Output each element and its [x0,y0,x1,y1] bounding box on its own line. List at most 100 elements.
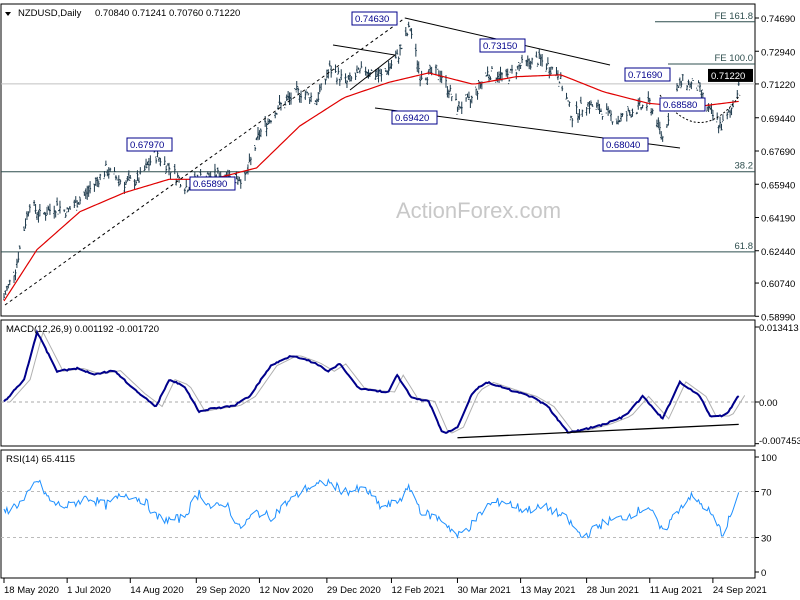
price-bar [555,66,558,77]
price-bar [123,181,126,194]
price-bar [168,162,171,176]
price-bar [476,90,479,100]
price-bar [7,284,10,289]
price-bar [730,104,733,116]
collapse-triangle-icon[interactable] [5,12,11,16]
price-bar [48,203,51,215]
price-bar [607,106,610,116]
price-bar [419,76,422,87]
price-bar [97,179,100,188]
price-bar [298,94,301,103]
price-bar [185,179,188,189]
price-bar [655,119,658,128]
price-bar [686,85,689,91]
price-bar [83,191,86,196]
rsi-title: RSI(14) 65.4115 [6,454,75,465]
price-bar [169,168,172,179]
price-bar [157,157,160,162]
price-bar [384,67,387,73]
price-bar [310,92,313,103]
price-bar [287,90,290,101]
price-bar [314,100,317,105]
price-bar [3,292,5,300]
price-bar [597,99,600,110]
price-bar [159,157,162,167]
price-bar [165,165,168,174]
price-bar [490,66,493,72]
price-bar [324,78,327,85]
price-bar [238,176,241,182]
price-bar [400,44,403,50]
price-bar [269,120,272,124]
price-bar [84,188,87,200]
price-bar [199,168,202,176]
price-label: 0.74630 [355,14,389,25]
x-tick-label: 30 Mar 2021 [457,585,510,596]
price-bar [449,84,452,93]
price-bar [420,70,423,81]
price-bar [360,61,363,69]
price-bar [429,64,432,74]
price-bar [145,158,148,169]
y-tick-label: 0.64190 [761,214,795,225]
price-bar [183,188,186,195]
price-bar [347,74,350,80]
price-bar [446,86,449,98]
price-bar [356,65,359,74]
price-bar [641,104,644,109]
price-bar [99,173,102,181]
price-bar [588,101,591,114]
x-tick-label: 13 May 2021 [521,585,576,596]
price-bar [510,64,513,74]
y-tick-label: 0.67690 [761,147,795,158]
price-bar [389,63,392,71]
y-tick-label: 0.71220 [761,80,795,91]
price-bar [651,108,654,115]
price-bar [377,68,380,83]
price-bar [709,105,712,110]
price-bar [528,58,531,70]
price-bar [380,69,383,82]
price-label-box [126,137,173,152]
price-bar [529,60,532,70]
price-bar [136,170,139,181]
price-bar [721,114,724,123]
price-bar [465,94,468,102]
price-bar [18,245,21,250]
price-bar [591,103,594,107]
price-bar [470,95,473,104]
price-bar [38,204,41,217]
price-bar [254,144,257,152]
price-bar [239,179,242,189]
price-bar [364,66,367,76]
price-bar [518,61,521,72]
signal-line [9,330,746,434]
price-bar [538,49,541,59]
price-label-box [391,110,438,125]
price-bar [8,279,11,286]
price-bar [155,156,158,164]
y-tick-label: -0.007453 [759,436,800,447]
price-bar [179,184,182,188]
price-bar [456,106,459,115]
price-bar [406,32,409,37]
price-bar [73,199,76,208]
price-bar [706,106,709,112]
price-bar [79,196,82,205]
price-bar [661,136,664,142]
price-bar [135,179,138,186]
y-tick-label: 0 [761,568,766,579]
price-bar [426,77,429,85]
price-bar [133,179,136,190]
price-bar [34,204,37,214]
price-bar [94,177,97,187]
price-bar [295,81,298,93]
price-bar [736,89,739,99]
x-tick-label: 24 Sep 2021 [713,585,767,596]
price-bar [645,103,648,111]
price-bar [469,99,472,108]
price-bar [727,109,730,113]
price-bar [498,71,501,83]
x-tick-label: 29 Dec 2020 [327,585,381,596]
